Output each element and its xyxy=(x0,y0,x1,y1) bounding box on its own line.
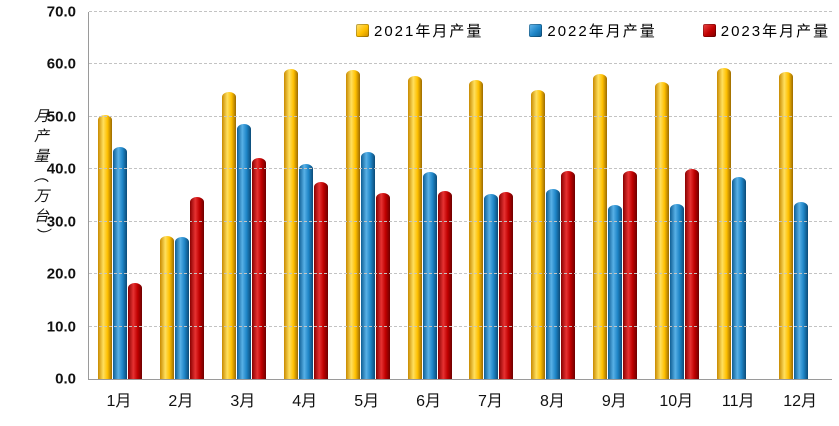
bar-2022年月产量-11月 xyxy=(732,176,747,379)
bar-group xyxy=(337,12,399,379)
bar-2022年月产量-1月 xyxy=(112,146,127,379)
bar-group xyxy=(522,12,584,379)
bar-2021年月产量-9月 xyxy=(593,74,608,379)
bar-2021年月产量-4月 xyxy=(283,68,298,379)
bar-2021年月产量-1月 xyxy=(97,115,112,379)
bar-2023年月产量-1月 xyxy=(127,282,142,379)
legend-swatch-icon xyxy=(702,24,716,37)
bar-2023年月产量-3月 xyxy=(251,157,266,379)
y-tick-label: 0.0 xyxy=(55,370,76,388)
bar-2023年月产量-4月 xyxy=(313,182,328,379)
legend-label: 2023年月产量 xyxy=(720,23,831,40)
bar-2021年月产量-10月 xyxy=(655,82,670,379)
bar-group xyxy=(646,12,708,379)
bar-2022年月产量-10月 xyxy=(670,204,685,379)
bar-2021年月产量-12月 xyxy=(779,72,794,379)
y-axis-tick-labels: 0.0 10.0 20.0 30.0 40.0 50.0 60.0 70.0 xyxy=(0,4,82,388)
bar-2021年月产量-8月 xyxy=(531,89,546,379)
x-axis-label: 12月 xyxy=(783,393,817,410)
bar-group xyxy=(708,12,770,379)
bar-2023年月产量-6月 xyxy=(437,191,452,379)
bar-group xyxy=(89,12,151,379)
bar-2022年月产量-2月 xyxy=(174,236,189,379)
x-axis-label: 4月 xyxy=(292,393,318,410)
bar-2023年月产量-5月 xyxy=(375,192,390,379)
legend-item: 2023年月产量 xyxy=(702,20,831,41)
x-axis-label: 7月 xyxy=(478,393,503,410)
gridline xyxy=(89,11,832,12)
bar-group xyxy=(584,12,646,379)
bar-2022年月产量-9月 xyxy=(608,204,623,379)
bar-group xyxy=(151,12,213,379)
bar-group xyxy=(275,12,337,379)
gridline xyxy=(89,325,832,327)
bar-2023年月产量-7月 xyxy=(499,192,514,379)
gridline xyxy=(89,115,832,117)
bar-2021年月产量-2月 xyxy=(159,236,174,379)
legend-item: 2022年月产量 xyxy=(529,20,656,41)
x-axis-label: 2月 xyxy=(168,393,194,410)
x-axis-label: 9月 xyxy=(601,393,627,410)
bar-group xyxy=(399,12,461,379)
y-tick-label: 10.0 xyxy=(46,318,76,336)
bar-2021年月产量-6月 xyxy=(407,75,422,379)
bar-2021年月产量-11月 xyxy=(717,67,732,379)
bar-2021年月产量-5月 xyxy=(345,70,360,379)
y-tick-label: 30.0 xyxy=(46,213,76,231)
y-tick-label: 70.0 xyxy=(46,3,76,21)
bar-2022年月产量-6月 xyxy=(422,172,437,379)
bar-2022年月产量-8月 xyxy=(546,189,561,379)
x-axis-label: 1月 xyxy=(106,393,132,410)
bar-group xyxy=(461,12,523,379)
x-axis-label: 3月 xyxy=(230,393,256,410)
bar-group xyxy=(770,12,832,379)
y-tick-label: 20.0 xyxy=(46,265,76,283)
x-axis-label: 8月 xyxy=(539,393,565,410)
legend-item: 2021年月产量 xyxy=(356,20,483,41)
gridline xyxy=(89,168,832,170)
legend: 2021年月产量 2022年月产量 2023年月产量 xyxy=(356,20,830,41)
y-tick-label: 50.0 xyxy=(46,108,76,126)
bar-2021年月产量-3月 xyxy=(221,91,236,379)
legend-label: 2022年月产量 xyxy=(547,23,657,40)
y-axis-title: 月产量（万台） xyxy=(32,108,49,248)
bar-groups xyxy=(89,12,832,379)
gridline xyxy=(89,220,832,222)
bar-2021年月产量-7月 xyxy=(469,79,484,379)
bar-2023年月产量-2月 xyxy=(189,197,204,379)
legend-swatch-icon xyxy=(529,24,543,37)
bar-2022年月产量-7月 xyxy=(484,193,499,379)
legend-label: 2021年月产量 xyxy=(374,23,484,40)
bar-2022年月产量-4月 xyxy=(298,164,313,379)
x-axis-label: 10月 xyxy=(659,393,694,410)
x-axis-label: 5月 xyxy=(354,393,380,410)
bar-2022年月产量-12月 xyxy=(794,202,809,379)
bar-2022年月产量-5月 xyxy=(360,151,375,379)
x-axis-labels: 1月 2月 3月 4月 5月 6月 7月 8月 9月 10月 11月 12月 xyxy=(88,387,831,411)
y-tick-label: 60.0 xyxy=(46,55,76,73)
x-axis-label: 11月 xyxy=(721,393,755,410)
bar-2022年月产量-3月 xyxy=(236,124,251,379)
bar-2023年月产量-9月 xyxy=(623,170,638,379)
gridline xyxy=(89,273,832,275)
x-axis-label: 6月 xyxy=(416,393,442,410)
legend-swatch-icon xyxy=(356,24,369,37)
plot-area xyxy=(88,11,832,380)
y-tick-label: 40.0 xyxy=(46,160,76,178)
bar-group xyxy=(213,12,275,379)
bar-2023年月产量-8月 xyxy=(561,171,576,379)
gridline xyxy=(89,63,832,65)
